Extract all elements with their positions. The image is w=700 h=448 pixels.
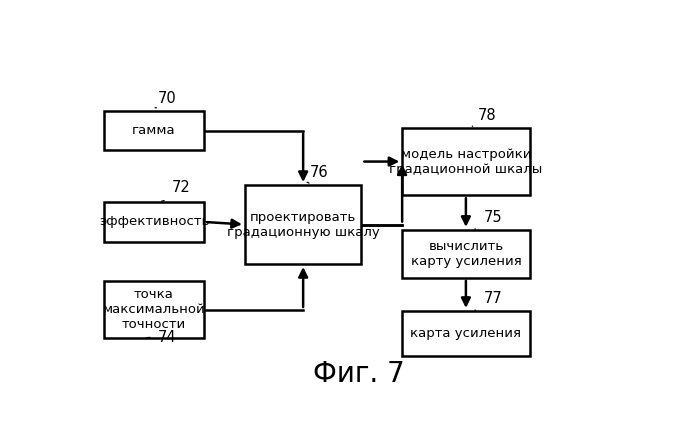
Text: модель настройки
градационной шкалы: модель настройки градационной шкалы bbox=[389, 147, 542, 176]
Text: 78: 78 bbox=[478, 108, 497, 123]
Text: точка
максимальной
точности: точка максимальной точности bbox=[103, 289, 205, 332]
FancyBboxPatch shape bbox=[402, 128, 530, 195]
Text: вычислить
карту усиления: вычислить карту усиления bbox=[410, 240, 522, 268]
Text: 76: 76 bbox=[310, 165, 328, 180]
Text: Фиг. 7: Фиг. 7 bbox=[313, 360, 405, 388]
Text: эффективность: эффективность bbox=[99, 215, 209, 228]
Text: гамма: гамма bbox=[132, 124, 176, 137]
Text: 75: 75 bbox=[484, 210, 502, 224]
Text: проектировать
градационную шкалу: проектировать градационную шкалу bbox=[227, 211, 379, 238]
Text: 72: 72 bbox=[172, 180, 190, 195]
FancyBboxPatch shape bbox=[104, 111, 204, 151]
FancyBboxPatch shape bbox=[402, 230, 530, 278]
FancyBboxPatch shape bbox=[104, 202, 204, 242]
FancyBboxPatch shape bbox=[402, 311, 530, 356]
Text: 70: 70 bbox=[158, 90, 177, 106]
Text: 77: 77 bbox=[484, 291, 503, 306]
FancyBboxPatch shape bbox=[245, 185, 361, 264]
Text: карта усиления: карта усиления bbox=[410, 327, 522, 340]
FancyBboxPatch shape bbox=[104, 281, 204, 338]
Text: 74: 74 bbox=[158, 330, 176, 345]
